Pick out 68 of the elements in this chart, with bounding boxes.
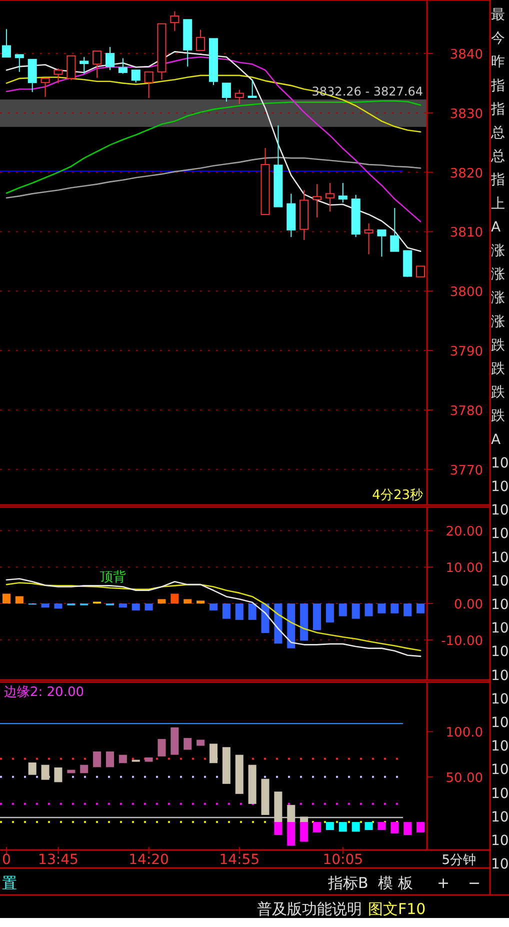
text: 10 [491, 856, 509, 873]
text: 涨 [491, 266, 505, 283]
text: 10 [491, 715, 509, 731]
x-tick-label: 14:20 [128, 852, 169, 868]
text: 10 [491, 786, 509, 802]
text: 10 [491, 668, 509, 684]
text: 指 [490, 78, 505, 94]
text: 5分钟 [442, 853, 476, 868]
text: 总 [490, 148, 505, 165]
y-tick-label: 3800 [450, 285, 483, 300]
text: 10 [491, 809, 509, 826]
x-tick-label: 13:45 [38, 852, 78, 868]
x-tick-label: 10:05 [322, 852, 364, 868]
y-tick-label: 10.00 [446, 561, 483, 576]
text: 10 [491, 833, 509, 849]
text: 上 [491, 196, 505, 212]
y-tick-label: 3830 [450, 106, 483, 122]
y-tick-label: 3780 [450, 404, 483, 419]
text: 10 [491, 502, 509, 519]
y-tick-label: 50.00 [446, 770, 483, 786]
y-tick-label: 3790 [450, 344, 483, 360]
text: 指 [490, 101, 505, 118]
annotation: 顶背 [100, 570, 126, 585]
y-tick-label: 0.00 [454, 598, 483, 613]
text: 指标B [327, 874, 368, 892]
text: 跌 [491, 408, 505, 424]
y-tick-label: -10.00 [441, 634, 483, 649]
text: 昨 [491, 54, 505, 70]
y-tick-label: 3770 [450, 463, 483, 478]
text: 总 [490, 125, 505, 141]
text: 跌 [491, 361, 505, 377]
y-tick-label: 3810 [450, 226, 483, 241]
text: 普及版功能说明 [257, 900, 362, 918]
text: 10 [491, 691, 509, 708]
chart-title: 边缘2: 20.00 [4, 685, 84, 700]
text: + [437, 874, 450, 892]
band-label: 3832.26 - 3827.64 [312, 84, 423, 98]
text: 图文F10 [368, 900, 426, 918]
text: 涨 [491, 314, 505, 330]
text: A [491, 219, 501, 236]
x-tick-label: 14:55 [219, 852, 260, 868]
text: 10 [491, 550, 509, 566]
text: 10 [491, 738, 509, 755]
x-tick-label: 0 [2, 852, 11, 868]
text: 10 [491, 526, 509, 542]
text: 涨 [491, 290, 505, 306]
text: 10 [491, 620, 509, 637]
text: 10 [491, 644, 509, 660]
text: 跌 [491, 337, 505, 354]
y-tick-label: 3820 [450, 166, 483, 182]
text: 涨 [491, 243, 505, 259]
annotation: 4分23秒 [372, 488, 423, 503]
y-tick-label: 100.0 [446, 726, 483, 741]
text: 最 [491, 7, 505, 23]
text: 模 板 [378, 874, 413, 892]
text: 置 [2, 874, 17, 892]
text: 10 [491, 573, 509, 590]
text: 10 [491, 597, 509, 613]
text: A [491, 432, 501, 448]
text: 指 [490, 172, 505, 188]
y-tick-label: 3840 [450, 47, 483, 62]
text: 10 [491, 455, 509, 472]
text: 跌 [491, 384, 505, 401]
text: 今 [491, 30, 505, 47]
text: 10 [491, 762, 509, 778]
text: 10 [491, 479, 509, 495]
y-tick-label: 20.00 [446, 524, 483, 540]
text: − [468, 874, 481, 892]
